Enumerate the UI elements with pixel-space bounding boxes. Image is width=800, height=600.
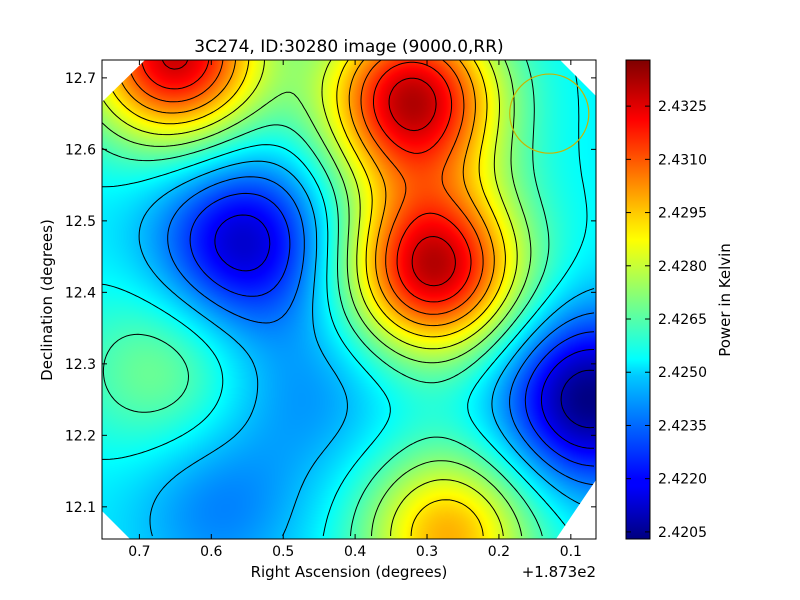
x-axis: 0.7 0.6 0.5 0.4 0.3 0.2 0.1 xyxy=(128,60,582,560)
colorbar-tick-label: 2.4280 xyxy=(658,259,707,275)
contour-line xyxy=(214,214,595,449)
x-offset-text: +1.873e2 xyxy=(522,563,596,581)
y-tick-label: 12.1 xyxy=(65,500,96,516)
y-tick-label: 12.3 xyxy=(65,357,96,373)
x-tick-label: 0.2 xyxy=(488,544,510,560)
contour-line xyxy=(102,60,532,537)
y-tick-label: 12.7 xyxy=(65,71,96,87)
contour-line xyxy=(102,60,550,537)
chart-title: 3C274, ID:30280 image (9000.0,RR) xyxy=(194,37,503,57)
colorbar xyxy=(625,59,651,540)
plot-frame xyxy=(101,59,597,540)
colorbar-tick-label: 2.4205 xyxy=(658,525,707,541)
y-tick-label: 12.4 xyxy=(65,285,96,301)
plot-area xyxy=(102,60,596,539)
x-tick-label: 0.4 xyxy=(344,544,366,560)
contour-line xyxy=(189,192,595,467)
beam-circle xyxy=(509,73,590,154)
contour-line xyxy=(560,369,595,429)
colorbar-tick-label: 2.4310 xyxy=(658,152,707,168)
colorbar-tick-label: 2.4220 xyxy=(658,472,707,488)
x-tick-label: 0.1 xyxy=(560,544,582,560)
contour-lines xyxy=(102,60,595,537)
x-axis-label: Right Ascension (degrees) xyxy=(251,563,448,581)
x-tick-label: 0.3 xyxy=(416,544,438,560)
x-tick-label: 0.6 xyxy=(200,544,222,560)
colorbar-tick-label: 2.4325 xyxy=(658,99,707,115)
colorbar-tick-label: 2.4295 xyxy=(658,206,707,222)
contour-line xyxy=(167,176,595,486)
contour-line xyxy=(138,160,595,537)
x-tick-label: 0.5 xyxy=(272,544,294,560)
y-tick-label: 12.5 xyxy=(65,214,96,230)
y-axis: 12.1 12.2 12.3 12.4 12.5 12.6 12.7 xyxy=(65,71,596,516)
colorbar-tick-label: 2.4265 xyxy=(658,312,707,328)
colorbar-tick-label: 2.4250 xyxy=(658,365,707,381)
x-tick-label: 0.7 xyxy=(128,544,150,560)
y-tick-label: 12.6 xyxy=(65,142,96,158)
y-axis-label: Declination (degrees) xyxy=(38,219,56,381)
contour-line xyxy=(161,60,456,287)
heatmap-image xyxy=(102,60,596,539)
y-tick-label: 12.2 xyxy=(65,428,96,444)
colorbar-ticks: 2.4205 2.4220 2.4235 2.4250 2.4265 2.4280 2.42… xyxy=(626,99,707,541)
colorbar-label: Power in Kelvin xyxy=(716,243,734,357)
colorbar-tick-label: 2.4235 xyxy=(658,418,707,434)
